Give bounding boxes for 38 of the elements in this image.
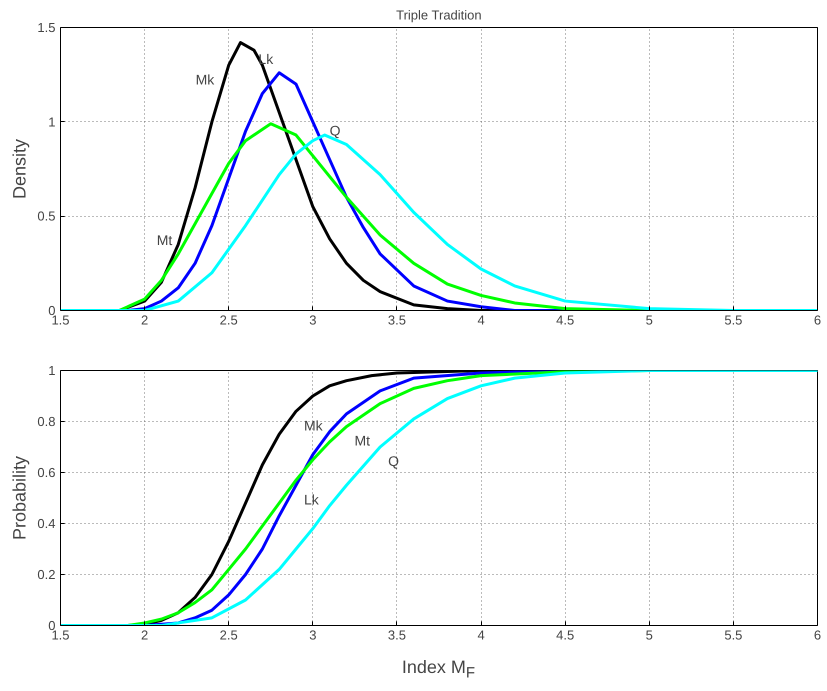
x-tick-label: 2 xyxy=(140,312,148,328)
x-tick-label: 6 xyxy=(814,312,822,328)
annotation: Lk xyxy=(304,491,320,508)
x-tick-label: 6 xyxy=(814,628,822,642)
x-tick-label: 3 xyxy=(309,312,316,328)
annotation: Mt xyxy=(156,232,172,248)
y-axis-title: Probability xyxy=(9,456,30,540)
x-tick-label: 3.5 xyxy=(388,312,406,328)
x-tick-label: 4 xyxy=(477,312,485,328)
x-tick-label: 5 xyxy=(646,312,653,328)
annotation: Mk xyxy=(196,72,216,88)
x-tick-label: 4 xyxy=(477,628,485,642)
x-tick-label: 5.5 xyxy=(724,628,742,642)
chart-title: Triple Tradition xyxy=(396,8,482,22)
x-tick-label: 3.5 xyxy=(388,628,406,642)
x-tick-label: 2.5 xyxy=(220,628,238,642)
y-tick-label: 1 xyxy=(48,114,56,130)
y-tick-label: 0.4 xyxy=(37,516,56,531)
x-tick-label: 5.5 xyxy=(724,312,742,328)
y-tick-label: 0.5 xyxy=(37,208,56,224)
y-axis-title: Density xyxy=(9,138,30,200)
y-tick-label: 0.2 xyxy=(37,567,56,582)
annotation: Lk xyxy=(258,50,274,67)
annotation: Mk xyxy=(304,417,324,434)
x-tick-label: 4.5 xyxy=(556,628,574,642)
x-tick-label: 2.5 xyxy=(220,312,238,328)
x-tick-label: 2 xyxy=(140,628,148,642)
annotation: Q xyxy=(330,122,341,138)
y-tick-label: 0.6 xyxy=(37,465,56,480)
x-tick-label: 3 xyxy=(309,628,316,642)
annotation: Q xyxy=(388,453,400,469)
x-axis-title: Index M$_{F}$ xyxy=(400,656,476,684)
y-tick-label: 0.8 xyxy=(37,414,56,429)
y-tick-label: 1.5 xyxy=(37,20,56,35)
x-tick-label: 4.5 xyxy=(556,312,574,328)
x-tick-label: 5 xyxy=(646,628,653,642)
annotation: Mt xyxy=(354,432,370,449)
y-tick-label: 1 xyxy=(48,363,56,378)
